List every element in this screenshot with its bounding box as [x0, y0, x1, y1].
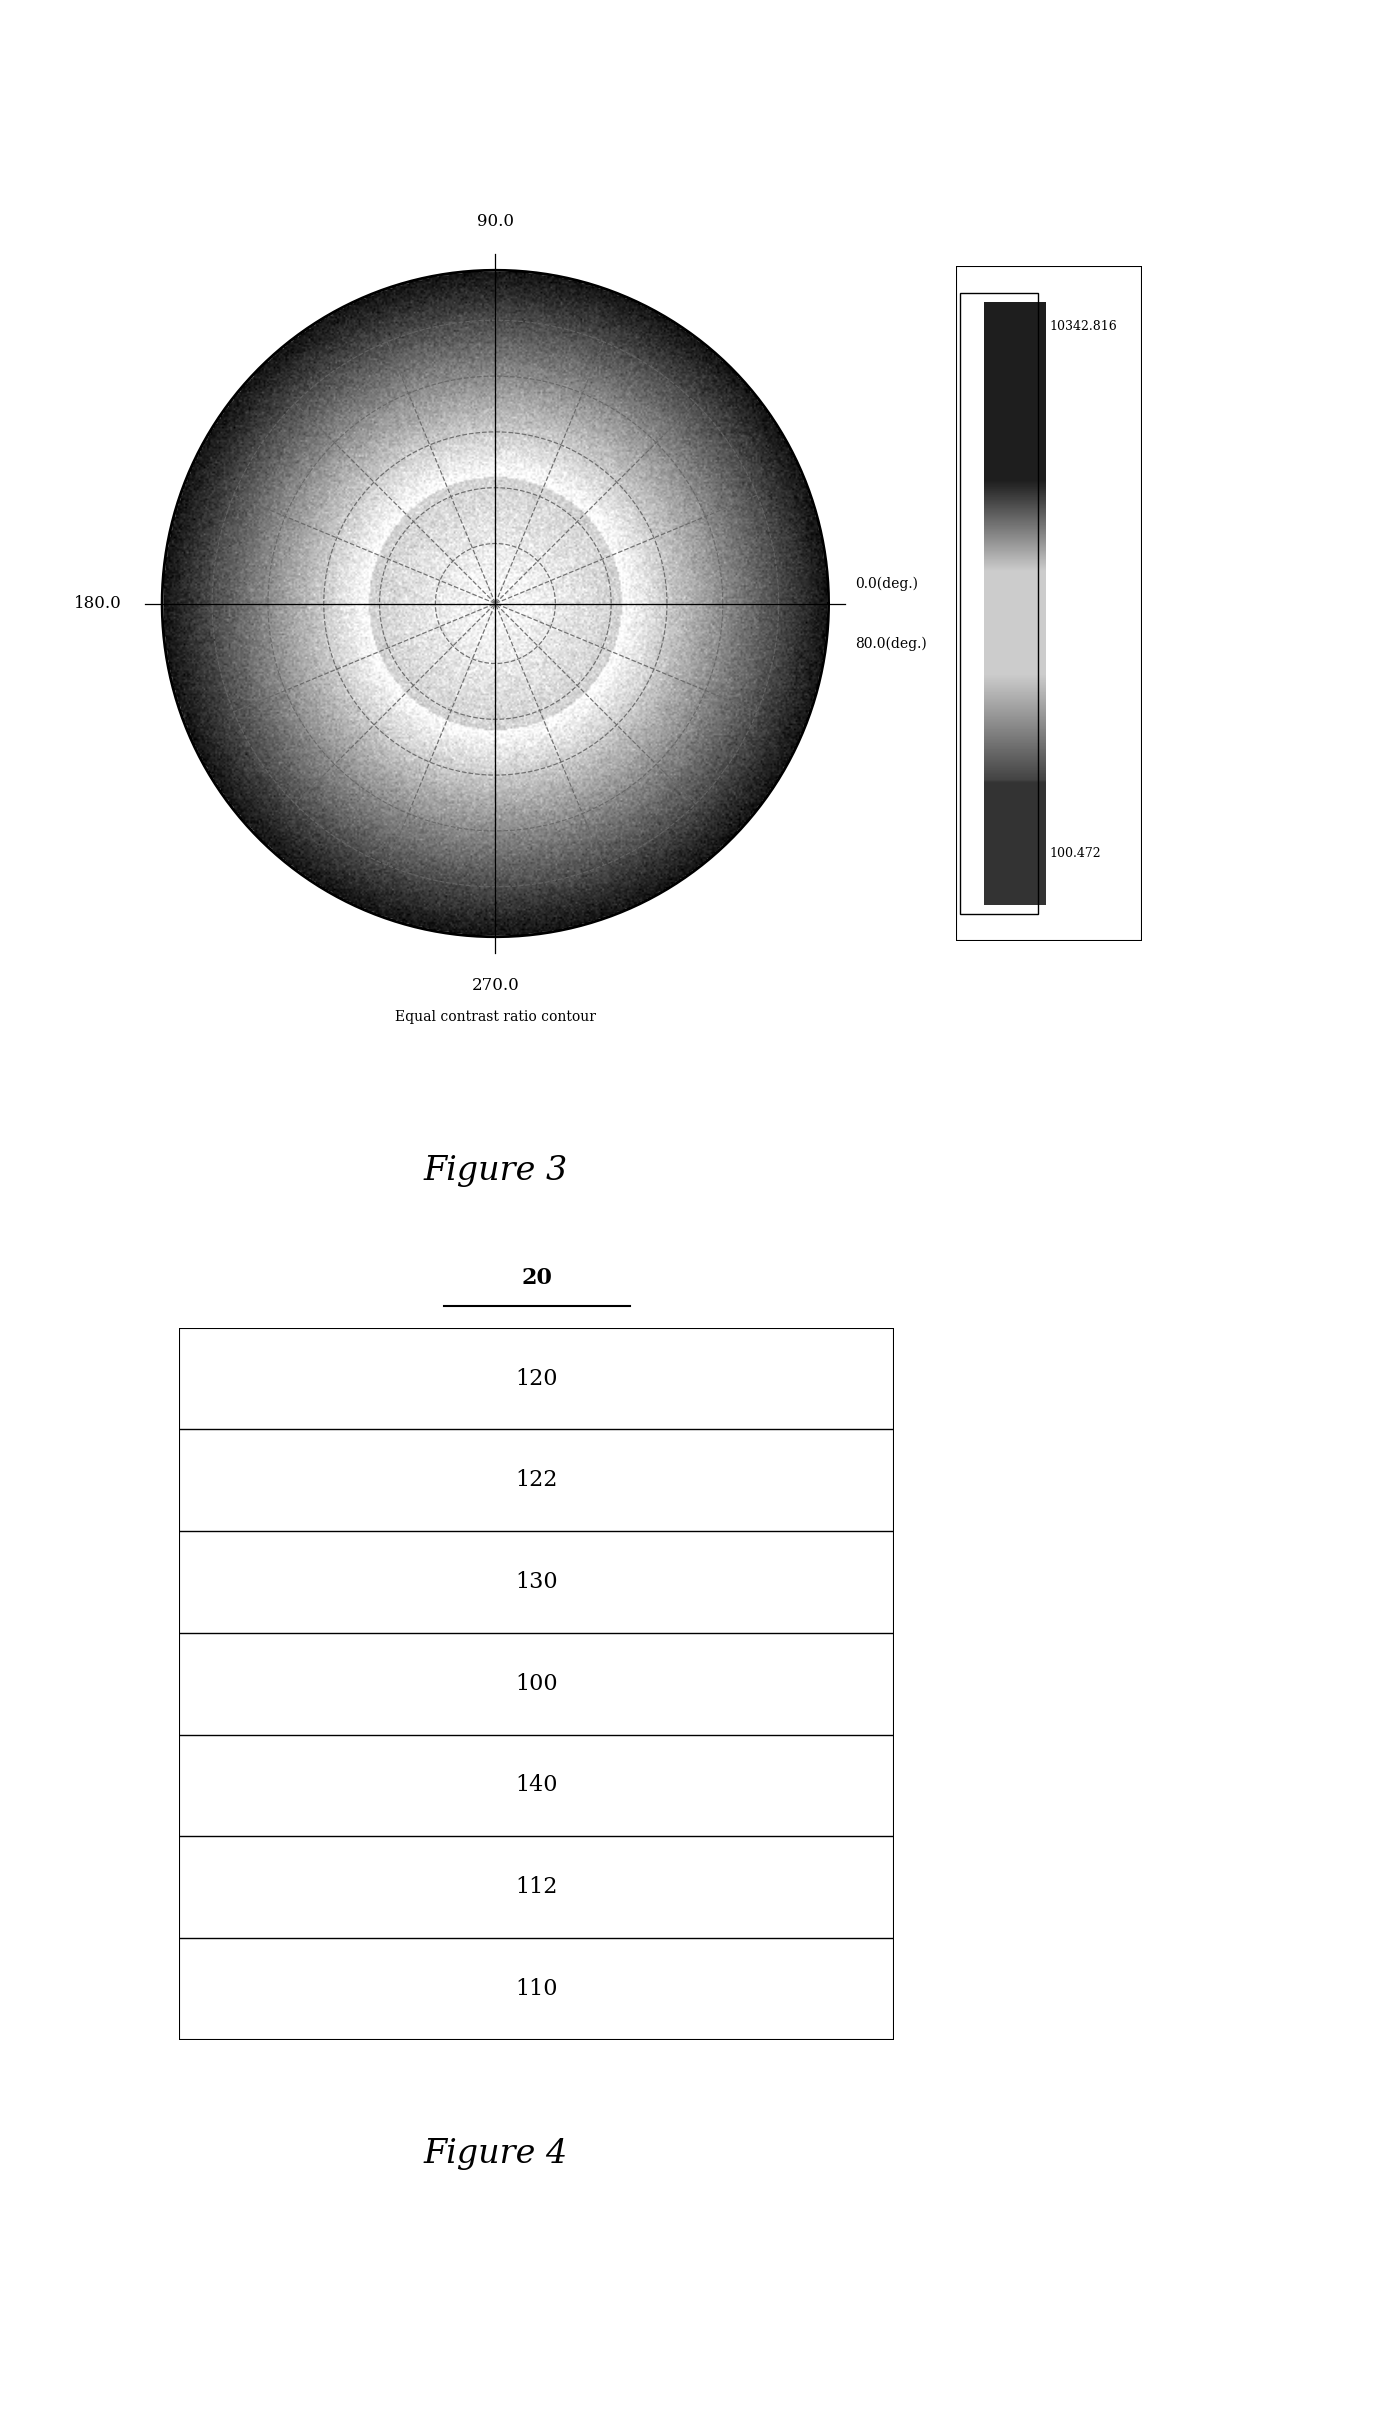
- Text: Figure 4: Figure 4: [424, 2139, 567, 2170]
- Text: 90.0: 90.0: [477, 212, 513, 229]
- Text: 180.0: 180.0: [74, 594, 122, 613]
- Text: Equal contrast ratio contour: Equal contrast ratio contour: [395, 1009, 596, 1024]
- Text: 122: 122: [516, 1470, 557, 1492]
- Text: 110: 110: [516, 1977, 557, 1999]
- Text: 100: 100: [516, 1673, 557, 1695]
- Text: 0.0(deg.): 0.0(deg.): [856, 577, 918, 591]
- Text: Figure 3: Figure 3: [424, 1154, 567, 1188]
- Text: 270.0: 270.0: [472, 978, 519, 995]
- Text: 130: 130: [516, 1572, 557, 1593]
- Text: 10342.816: 10342.816: [1049, 319, 1117, 333]
- Text: 100.472: 100.472: [1049, 847, 1101, 859]
- Text: 112: 112: [516, 1876, 557, 1897]
- Text: 140: 140: [516, 1774, 557, 1796]
- Text: 20: 20: [522, 1267, 552, 1289]
- Bar: [960, 292, 1038, 915]
- Text: 120: 120: [516, 1369, 557, 1390]
- Text: 80.0(deg.): 80.0(deg.): [856, 637, 927, 652]
